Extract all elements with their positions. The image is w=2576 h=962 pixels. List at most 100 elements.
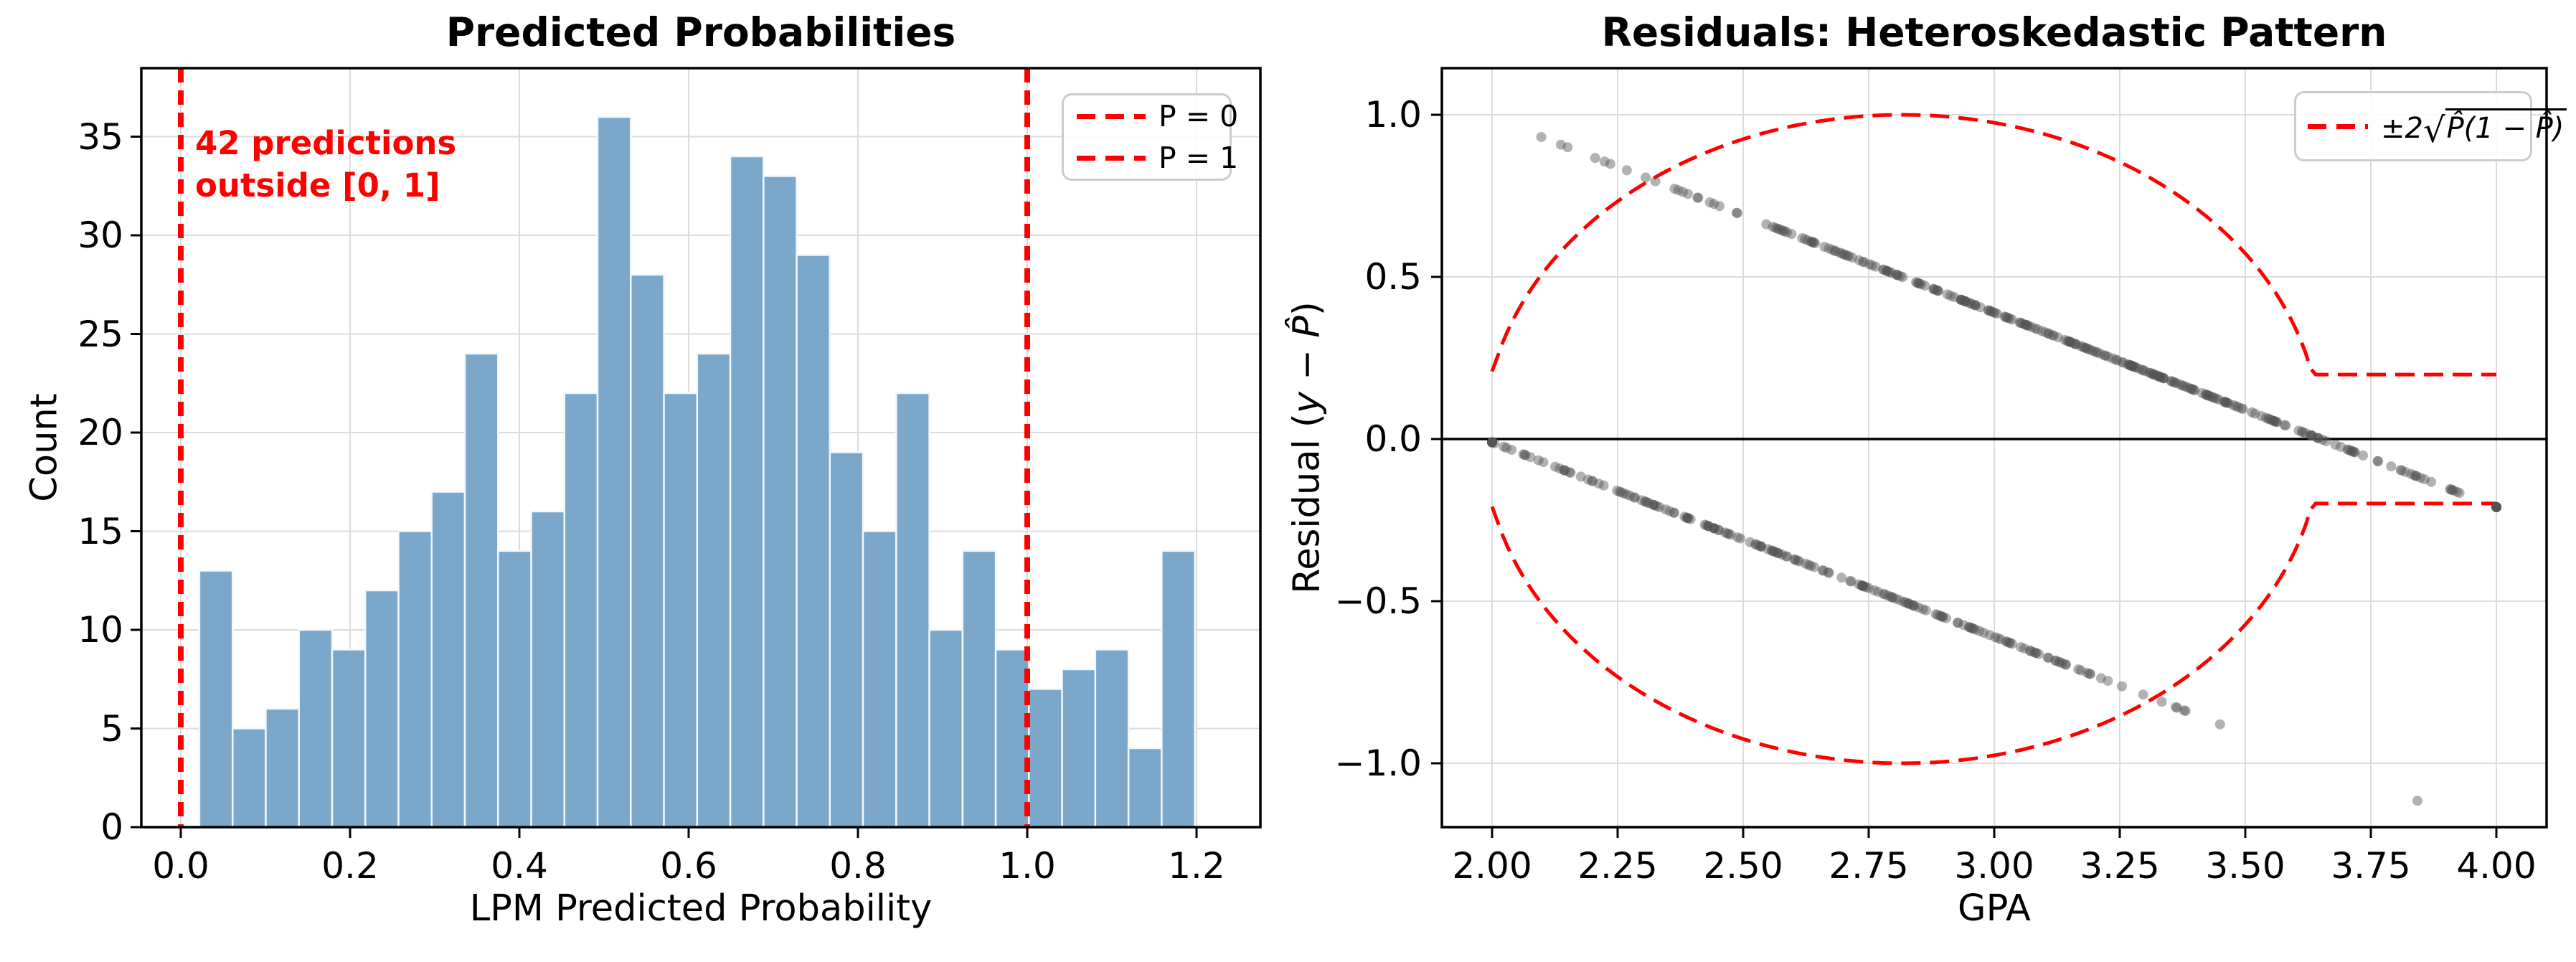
scatter-point (1808, 237, 1819, 248)
scatter-point (2169, 377, 2180, 388)
scatter-point (2034, 649, 2044, 659)
scatter-point (1914, 278, 1925, 289)
scatter-point (1756, 541, 1767, 552)
scatter-point (2406, 468, 2416, 479)
scatter-point (2080, 342, 2090, 353)
histogram-bar (630, 273, 665, 829)
scatter-point (1725, 529, 1736, 540)
scatter-point (2219, 397, 2230, 407)
scatter-point (1878, 588, 1889, 599)
scatter-point (2065, 336, 2075, 347)
scatter-point (1819, 242, 1830, 253)
scatter-point (1719, 527, 1730, 538)
annotation-line-1: 42 predictions (195, 124, 457, 162)
scatter-point (2016, 642, 2026, 653)
axes-spine (140, 67, 1262, 829)
scatter-point (2491, 501, 2501, 512)
outside-range-annotation: 42 predictions outside [0, 1] (195, 122, 456, 207)
scatter-point (2211, 393, 2222, 404)
scatter-point (1854, 255, 1864, 265)
histogram-bar (430, 491, 466, 829)
scatter-point (1538, 457, 1549, 468)
scatter-point (2126, 361, 2137, 371)
scatter-point (1892, 270, 1902, 280)
scatter-point (1859, 257, 1869, 268)
scatter-point (1928, 284, 1939, 294)
scatter-point (2147, 369, 2158, 379)
scatter-point (1953, 618, 1963, 628)
scatter-point (2280, 420, 2291, 431)
scatter-point (1975, 302, 1986, 313)
scatter-point (1673, 185, 1684, 196)
red-dashed-line-sample (1077, 155, 1146, 161)
scatter-point (2491, 501, 2501, 512)
scatter-point (1487, 437, 1497, 448)
scatter-point (2346, 445, 2356, 456)
scatter-point (1962, 297, 1973, 308)
scatter-point (1857, 580, 1868, 591)
scatter-point (2298, 427, 2308, 438)
scatter-point (1983, 305, 1994, 316)
scatter-point (2330, 440, 2341, 450)
scatter-point (1487, 437, 1497, 448)
scatter-point (1907, 600, 1918, 610)
scatter-point (1640, 496, 1651, 507)
scatter-point (2091, 347, 2102, 357)
histogram-bar (729, 155, 765, 829)
scatter-point (1780, 551, 1791, 562)
scatter-point (1650, 176, 1661, 187)
scatter-point (2149, 369, 2160, 380)
scatter-point (2317, 435, 2328, 445)
x-tick-label: 0.2 (321, 845, 379, 887)
scatter-point (1831, 246, 1841, 257)
scatter-point (2043, 653, 2054, 664)
scatter-point (1913, 278, 1924, 288)
right-y-label-pre: Residual ( (1285, 413, 1329, 594)
scatter-point (2016, 318, 2027, 329)
scatter-point (1587, 476, 1598, 486)
scatter-point (1942, 289, 1953, 300)
scatter-point (1753, 540, 1764, 551)
scatter-point (1966, 623, 1976, 633)
scatter-point (2129, 362, 2140, 372)
scatter-point (1960, 296, 1971, 306)
x-tick-label: 3.25 (2080, 845, 2160, 887)
scatter-point (2166, 376, 2177, 387)
scatter-point (1931, 285, 1942, 296)
x-tick-label: 3.75 (2331, 845, 2411, 887)
scatter-point (2060, 659, 2071, 670)
scatter-point (2021, 319, 2032, 330)
scatter-point (1854, 579, 1864, 590)
scatter-point (2491, 501, 2501, 512)
legend-label-p0: P = 0 (1159, 99, 1239, 133)
scatter-point (2454, 488, 2465, 498)
scatter-point (1693, 192, 1704, 203)
scatter-point (1518, 449, 1529, 460)
histogram-bar (563, 392, 599, 829)
scatter-point (1986, 306, 1996, 316)
scatter-point (1487, 437, 1497, 448)
x-tick-label: 0.0 (152, 845, 209, 887)
histogram-bar (364, 589, 400, 829)
scatter-point (1965, 298, 1976, 308)
scatter-point (1643, 498, 1654, 509)
scatter-point (1879, 589, 1890, 600)
scatter-point (1677, 187, 1688, 197)
scatter-point (2083, 344, 2094, 354)
scatter-point (1487, 437, 1497, 448)
histogram-bar (265, 707, 300, 829)
histogram-bar (1061, 668, 1097, 829)
scatter-point (2189, 385, 2199, 395)
scatter-point (2125, 360, 2135, 370)
scatter-point (1489, 438, 1500, 448)
scatter-point (1704, 197, 1715, 208)
scatter-point (2100, 350, 2110, 361)
scatter-point (2307, 430, 2318, 441)
scatter-point (1810, 237, 1821, 248)
right-y-axis-label: Residual (y − P̂) (1286, 301, 1329, 594)
scatter-point (1969, 300, 1980, 311)
scatter-point (2025, 646, 2036, 656)
scatter-point (1773, 548, 1783, 559)
scatter-point (1861, 582, 1872, 593)
scatter-point (2214, 395, 2224, 405)
